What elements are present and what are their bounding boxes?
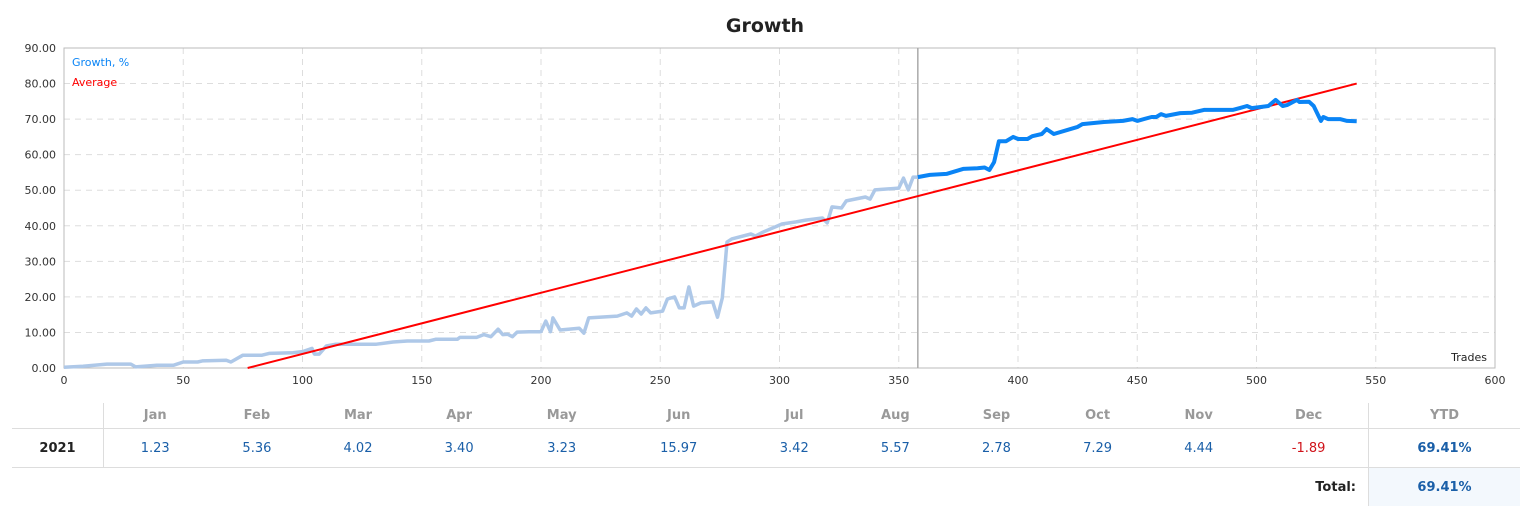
month-value: 2.78 bbox=[945, 428, 1048, 468]
total-value: 69.41% bbox=[1368, 467, 1520, 506]
year-cell: 2021 bbox=[12, 428, 104, 468]
chart-title: Growth bbox=[726, 15, 804, 37]
y-tick-label: 10.00 bbox=[25, 326, 57, 339]
month-header: Feb bbox=[206, 403, 308, 429]
total-label: Total: bbox=[1315, 479, 1356, 495]
x-tick-label: 50 bbox=[176, 374, 190, 387]
y-tick-label: 30.00 bbox=[25, 255, 57, 268]
x-tick-label: 200 bbox=[531, 374, 552, 387]
x-tick-label: 450 bbox=[1127, 374, 1148, 387]
y-tick-label: 70.00 bbox=[25, 113, 57, 126]
month-header: Aug bbox=[844, 403, 946, 429]
ytd-header: YTD bbox=[1368, 403, 1520, 429]
month-header: Nov bbox=[1148, 403, 1250, 429]
month-value: 7.29 bbox=[1047, 428, 1149, 468]
x-tick-label: 600 bbox=[1485, 374, 1506, 387]
growth-chart: Growth 0 50 100 150 200 250 300 350 400 450 500 550… bbox=[25, 15, 1506, 387]
month-value: 5.57 bbox=[844, 428, 946, 468]
y-tick-label: 50.00 bbox=[25, 184, 57, 197]
plot-frame bbox=[63, 47, 1496, 369]
month-value: 4.44 bbox=[1148, 428, 1250, 468]
x-tick-label: 400 bbox=[1008, 374, 1029, 387]
ytd-value: 69.41% bbox=[1368, 428, 1520, 468]
month-header: Apr bbox=[408, 403, 510, 429]
y-tick-label: 40.00 bbox=[25, 220, 57, 233]
x-tick-label: 250 bbox=[650, 374, 671, 387]
month-header: Jul bbox=[743, 403, 845, 429]
legend-growth: Growth, % bbox=[72, 56, 129, 69]
x-tick-label: 300 bbox=[769, 374, 790, 387]
x-tick-label: 350 bbox=[888, 374, 909, 387]
x-tick-label: 500 bbox=[1246, 374, 1267, 387]
grid bbox=[64, 48, 1495, 368]
month-value: 3.42 bbox=[743, 428, 845, 468]
month-value: 3.40 bbox=[408, 428, 510, 468]
y-tick-label: 0.00 bbox=[32, 362, 57, 375]
table-row: 2021 1.23 5.36 4.02 3.40 3.23 15.97 3.42 5.57 2.7… bbox=[12, 428, 1520, 468]
y-tick-label: 80.00 bbox=[25, 78, 57, 91]
month-value: 5.36 bbox=[206, 428, 308, 468]
corner-cell bbox=[12, 403, 104, 429]
month-header: May bbox=[509, 403, 614, 429]
month-value: 15.97 bbox=[613, 428, 744, 468]
y-tick-label: 90.00 bbox=[25, 42, 57, 55]
month-header: Jun bbox=[613, 403, 744, 429]
x-tick-label: 150 bbox=[411, 374, 432, 387]
month-value: -1.89 bbox=[1249, 428, 1369, 468]
monthly-returns-table: Jan Feb Mar Apr May Jun Jul Aug Sep Oct Nov Dec YTD … bbox=[12, 403, 1520, 506]
month-header: Dec bbox=[1249, 403, 1369, 429]
month-header: Mar bbox=[307, 403, 409, 429]
month-header: Sep bbox=[945, 403, 1048, 429]
growth-line-recent bbox=[917, 97, 1357, 180]
legend-average: Average bbox=[72, 76, 117, 89]
y-tick-label: 20.00 bbox=[25, 291, 57, 304]
x-tick-label: 550 bbox=[1365, 374, 1386, 387]
month-header: Oct bbox=[1047, 403, 1149, 429]
average-line bbox=[247, 82, 1357, 369]
growth-line-past bbox=[63, 175, 918, 370]
month-header: Jan bbox=[103, 403, 207, 429]
month-value: 3.23 bbox=[509, 428, 614, 468]
month-value: 4.02 bbox=[307, 428, 409, 468]
x-axis-label: Trades bbox=[1450, 351, 1487, 364]
x-tick-label: 100 bbox=[292, 374, 313, 387]
month-value: 1.23 bbox=[103, 428, 207, 468]
x-tick-label: 0 bbox=[61, 374, 68, 387]
y-tick-label: 60.00 bbox=[25, 149, 57, 162]
